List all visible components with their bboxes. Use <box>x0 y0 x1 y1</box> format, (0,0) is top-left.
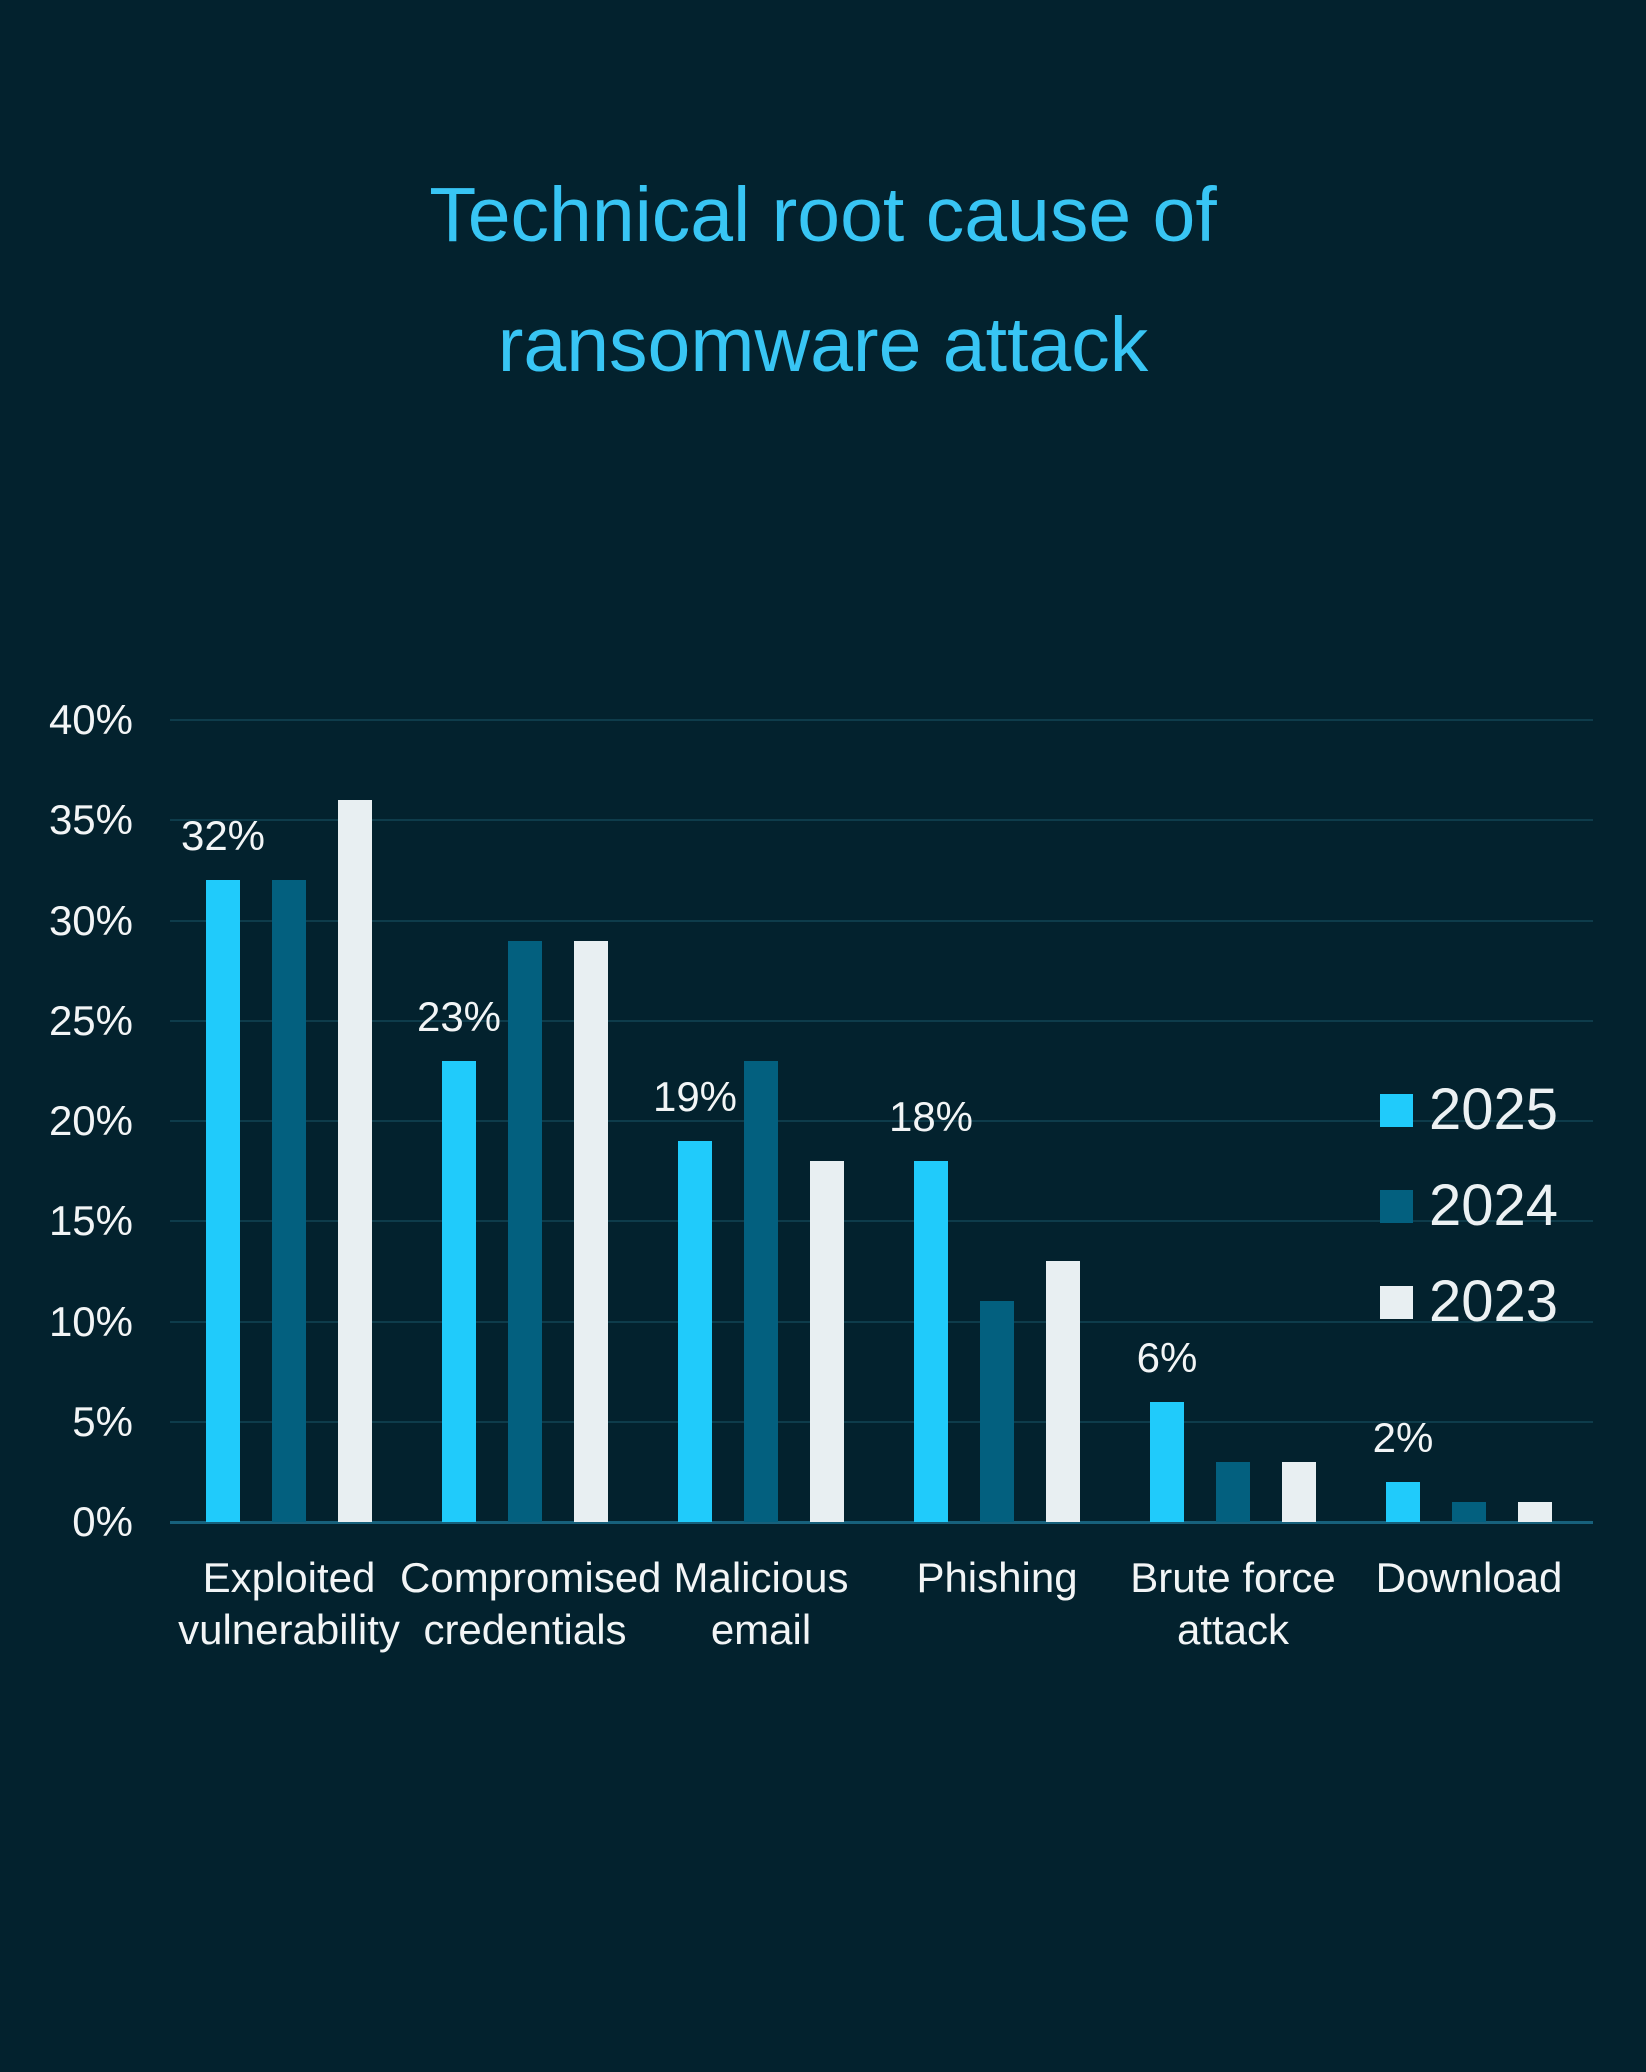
x-category-label: Malicious email <box>673 1554 849 1653</box>
gridline <box>170 1420 1593 1423</box>
bar-2024 <box>508 940 542 1522</box>
y-tick-label: 20% <box>48 1097 133 1144</box>
legend-swatch-2023 <box>1380 1285 1413 1319</box>
gridline <box>170 1120 1593 1122</box>
x-category-label: Compromised credentials <box>400 1554 662 1653</box>
legend-label: 2024 <box>1429 1173 1559 1238</box>
legend-label: 2025 <box>1429 1077 1559 1142</box>
bar-2024 <box>1452 1501 1486 1522</box>
value-label: 2% <box>1372 1413 1434 1461</box>
value-label: 18% <box>888 1093 974 1141</box>
legend-swatch-2024 <box>1380 1189 1413 1223</box>
value-label: 6% <box>1136 1333 1198 1381</box>
legend-row-2024: 2024 <box>1380 1176 1558 1236</box>
y-tick-label: 15% <box>48 1197 133 1245</box>
bar-group: 6% <box>1115 720 1351 1522</box>
legend-label: 2023 <box>1429 1269 1559 1334</box>
gridline <box>170 1220 1593 1223</box>
bar-2023 <box>338 800 372 1522</box>
bar-2023 <box>1518 1501 1552 1522</box>
x-category-label: Download <box>1375 1554 1563 1601</box>
y-tick-label: 5% <box>72 1397 133 1445</box>
x-category-label: Exploited vulnerability <box>178 1554 400 1653</box>
value-label: 23% <box>416 992 502 1040</box>
y-tick-label: 30% <box>48 896 133 944</box>
chart-title-text: Technical root cause of ransomware attac… <box>429 172 1217 388</box>
bar-group: 32% <box>171 720 407 1522</box>
gridline <box>170 719 1593 721</box>
bar-2025 <box>678 1141 712 1522</box>
x-category-label: Brute force attack <box>1130 1554 1336 1653</box>
gridline <box>170 1019 1593 1022</box>
gridline <box>170 819 1593 822</box>
y-tick-label: 35% <box>48 796 133 844</box>
gridline <box>170 919 1593 922</box>
value-label: 32% <box>180 812 266 860</box>
y-tick-label: 0% <box>72 1498 133 1545</box>
gridline <box>170 1320 1593 1323</box>
bar-2024 <box>272 880 306 1522</box>
bar-2023 <box>1046 1261 1080 1522</box>
bar-2023 <box>1282 1461 1316 1522</box>
bar-2025 <box>1150 1401 1184 1522</box>
bar-2024 <box>980 1301 1014 1522</box>
bar-2024 <box>1216 1461 1250 1522</box>
bar-group: 18% <box>879 720 1115 1522</box>
y-tick-label: 10% <box>48 1297 133 1345</box>
y-tick-label: 25% <box>48 996 133 1044</box>
bar-2023 <box>574 940 608 1522</box>
bar-2025 <box>442 1060 476 1522</box>
legend-row-2023: 2023 <box>1380 1272 1558 1332</box>
legend-swatch-2025 <box>1380 1093 1413 1127</box>
bar-2025 <box>1386 1481 1420 1522</box>
bar-2024 <box>744 1060 778 1522</box>
bar-2025 <box>914 1161 948 1522</box>
bar-group: 23% <box>407 720 643 1522</box>
legend-row-2025: 2025 <box>1380 1080 1558 1140</box>
chart-title: Technical root cause of ransomware attac… <box>0 150 1646 410</box>
x-category-label: Phishing <box>916 1554 1078 1601</box>
bar-group: 2% <box>1351 720 1587 1522</box>
bar-2025 <box>206 880 240 1522</box>
value-label: 19% <box>652 1073 738 1121</box>
bar-groups: 32% 23% 19% 18% 6% 2% <box>171 720 1587 1522</box>
y-tick-label: 40% <box>48 696 133 743</box>
bar-2023 <box>810 1161 844 1522</box>
bar-group: 19% <box>643 720 879 1522</box>
x-axis-line <box>170 1521 1593 1524</box>
